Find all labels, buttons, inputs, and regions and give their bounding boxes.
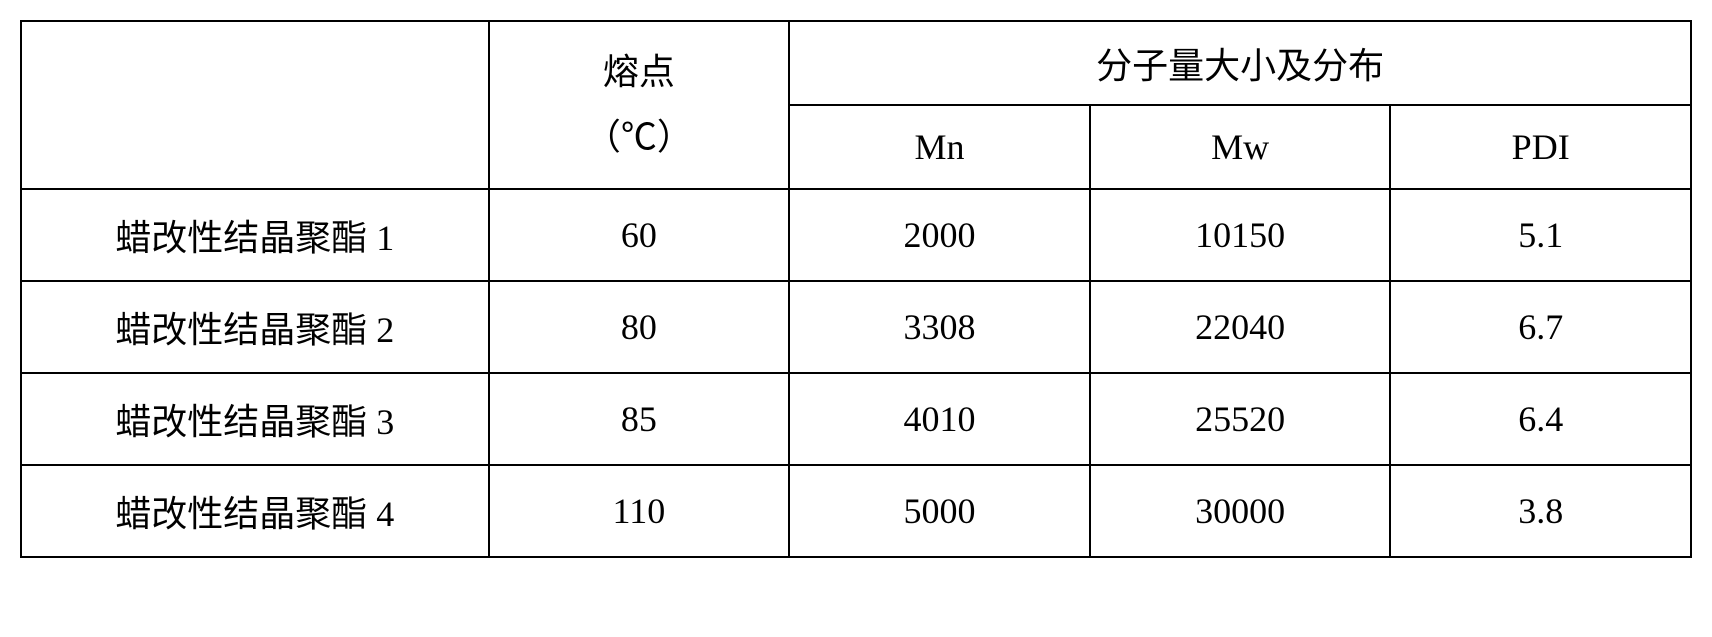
cell-mw: 22040	[1090, 281, 1391, 373]
cell-pdi: 6.7	[1390, 281, 1691, 373]
row-label: 蜡改性结晶聚酯 3	[21, 373, 489, 465]
header-melting-point: 熔点 （℃）	[489, 21, 790, 189]
table-row: 蜡改性结晶聚酯 1 60 2000 10150 5.1	[21, 189, 1691, 281]
cell-melting-point: 60	[489, 189, 790, 281]
header-melting-unit: （℃）	[585, 117, 693, 157]
data-table: 熔点 （℃） 分子量大小及分布 Mn Mw PDI 蜡改性结晶聚酯 1 60 2…	[20, 20, 1692, 558]
cell-mn: 5000	[789, 465, 1090, 557]
cell-pdi: 5.1	[1390, 189, 1691, 281]
cell-mn: 2000	[789, 189, 1090, 281]
polymer-properties-table: 熔点 （℃） 分子量大小及分布 Mn Mw PDI 蜡改性结晶聚酯 1 60 2…	[20, 20, 1692, 558]
header-mn: Mn	[789, 105, 1090, 189]
cell-mw: 30000	[1090, 465, 1391, 557]
cell-mw: 25520	[1090, 373, 1391, 465]
cell-mn: 3308	[789, 281, 1090, 373]
cell-mn: 4010	[789, 373, 1090, 465]
header-pdi: PDI	[1390, 105, 1691, 189]
table-body: 蜡改性结晶聚酯 1 60 2000 10150 5.1 蜡改性结晶聚酯 2 80…	[21, 189, 1691, 557]
header-empty	[21, 21, 489, 189]
header-mw: Mw	[1090, 105, 1391, 189]
table-row: 蜡改性结晶聚酯 2 80 3308 22040 6.7	[21, 281, 1691, 373]
cell-pdi: 6.4	[1390, 373, 1691, 465]
cell-pdi: 3.8	[1390, 465, 1691, 557]
header-molecular-weight-group: 分子量大小及分布	[789, 21, 1691, 105]
row-label: 蜡改性结晶聚酯 1	[21, 189, 489, 281]
cell-melting-point: 110	[489, 465, 790, 557]
header-row-1: 熔点 （℃） 分子量大小及分布	[21, 21, 1691, 105]
cell-melting-point: 85	[489, 373, 790, 465]
table-row: 蜡改性结晶聚酯 3 85 4010 25520 6.4	[21, 373, 1691, 465]
header-melting-label: 熔点	[603, 52, 675, 92]
row-label: 蜡改性结晶聚酯 2	[21, 281, 489, 373]
cell-melting-point: 80	[489, 281, 790, 373]
row-label: 蜡改性结晶聚酯 4	[21, 465, 489, 557]
table-row: 蜡改性结晶聚酯 4 110 5000 30000 3.8	[21, 465, 1691, 557]
cell-mw: 10150	[1090, 189, 1391, 281]
